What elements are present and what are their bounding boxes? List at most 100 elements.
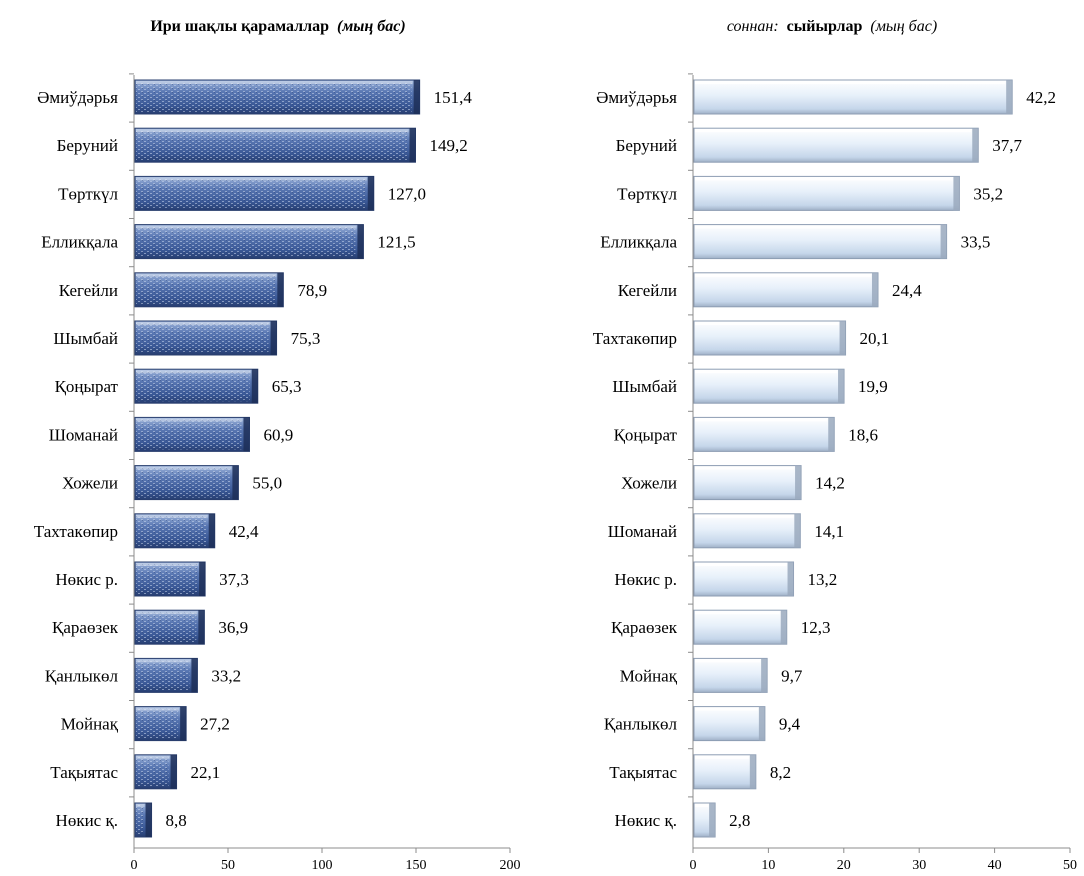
left-bar-texture (136, 805, 144, 835)
right-bar-bevel (795, 465, 802, 500)
left-bar-highlight (136, 466, 232, 470)
left-bar-texture (136, 756, 169, 787)
right-category-label: Қоңырат (614, 425, 678, 444)
left-value-label: 65,3 (272, 377, 302, 396)
left-bar-texture (136, 323, 269, 353)
left-category-label: Шымбай (53, 329, 118, 348)
right-value-label: 8,2 (770, 763, 791, 782)
left-bar-bevel (199, 562, 206, 596)
right-bar (693, 657, 768, 693)
right-bar-bevel (780, 610, 787, 645)
right-category-label: Шымбай (612, 377, 677, 396)
right-bar (693, 416, 835, 452)
left-bar-highlight (136, 129, 409, 133)
right-value-label: 18,6 (848, 425, 878, 444)
left-value-label: 8,8 (166, 811, 187, 830)
right-category-label: Әмиўдәрья (596, 88, 677, 107)
left-x-tick-label: 50 (221, 858, 235, 873)
left-bar-highlight (136, 514, 208, 518)
right-bar-highlight (695, 611, 780, 615)
left-bar-texture (136, 226, 356, 257)
left-bar-bevel (243, 417, 250, 452)
left-category-label: Нөкис қ. (56, 811, 118, 830)
right-bar-highlight (695, 659, 761, 663)
right-bar-bevel (787, 562, 794, 596)
right-value-label: 24,4 (892, 281, 922, 300)
right-category-label: Шоманай (608, 522, 677, 541)
right-chart: 0 10 20 30 40 50 Әмиўдәрья 42,2 Беруний 37,7 Төртк… (593, 73, 1077, 873)
left-bar-texture (136, 419, 242, 450)
right-bar (693, 79, 1013, 115)
left-bar-highlight (136, 81, 413, 84)
right-bar (693, 175, 960, 211)
right-category-label: Тахтакөпир (593, 329, 677, 348)
left-bar-highlight (136, 177, 367, 181)
right-category-label: Беруний (616, 136, 677, 155)
right-bar-highlight (695, 225, 940, 229)
right-bar-highlight (695, 755, 749, 759)
left-bar-highlight (136, 659, 191, 663)
left-bar-highlight (136, 563, 199, 566)
right-bar-bevel (749, 754, 756, 789)
left-category-label: Төрткүл (58, 184, 118, 203)
left-chart: 0 50 100 150 200 Әмиўдәрья 151,4 Беруний 149,2 Тө… (34, 73, 521, 873)
right-category-label: Нөкис р. (614, 570, 677, 589)
right-bar-bevel (794, 513, 801, 548)
left-category-label: Әмиўдәрья (37, 88, 118, 107)
left-value-label: 36,9 (218, 618, 248, 637)
right-category-label: Төрткүл (617, 184, 677, 203)
right-bar (693, 224, 948, 260)
left-value-label: 151,4 (434, 88, 473, 107)
right-category-label: Хожели (621, 474, 677, 493)
left-category-label: Тахтакөпир (34, 522, 118, 541)
right-bar (693, 465, 802, 501)
right-bar (693, 513, 801, 549)
right-value-label: 42,2 (1026, 88, 1056, 107)
left-category-label: Қоңырат (55, 377, 119, 396)
right-bar-bevel (758, 706, 765, 741)
left-category-label: Нөкис р. (55, 570, 118, 589)
left-bar-highlight (136, 611, 198, 615)
right-value-label: 9,4 (779, 715, 801, 734)
right-bar (693, 754, 757, 790)
right-title-prefix: соннан: (727, 18, 779, 35)
right-title-main: сыйырлар (787, 18, 863, 35)
left-category-label: Хожели (62, 474, 118, 493)
left-value-label: 22,1 (191, 763, 221, 782)
right-category-label: Тақыятас (609, 763, 677, 782)
right-category-label: Елликқала (600, 233, 677, 252)
right-bar (693, 320, 847, 356)
left-bar-highlight (136, 707, 180, 711)
right-bar-highlight (695, 804, 709, 807)
right-title-unit: (мың бас) (870, 18, 937, 35)
left-title-unit: (мың бас) (337, 18, 406, 35)
left-value-label: 149,2 (429, 136, 467, 155)
right-bar-highlight (695, 707, 758, 711)
right-category-label: Кегейли (618, 281, 677, 300)
right-value-label: 13,2 (808, 570, 838, 589)
left-bar-bevel (409, 128, 416, 163)
right-bar-highlight (695, 466, 795, 470)
right-bar (693, 127, 979, 163)
left-value-label: 42,4 (229, 522, 259, 541)
left-bar-highlight (136, 322, 270, 325)
left-bar-bevel (270, 321, 277, 355)
left-bar-texture (136, 660, 190, 691)
left-bar-bevel (232, 465, 239, 500)
left-bar-texture (136, 82, 412, 112)
left-bar-highlight (136, 225, 357, 229)
left-category-label: Кегейли (59, 281, 118, 300)
right-bar-highlight (695, 514, 794, 518)
left-title-main: Ири шақлы қарамаллар (150, 18, 329, 35)
left-bar-bevel (198, 610, 205, 645)
left-bar-texture (136, 178, 366, 209)
right-bar-bevel (953, 176, 960, 211)
left-bar-texture (136, 371, 250, 402)
right-x-tick-label: 10 (761, 858, 775, 873)
right-bar-bevel (828, 417, 835, 452)
left-bar-texture (136, 564, 198, 594)
right-category-label: Қанлыкөл (604, 715, 678, 734)
left-bar-texture (136, 515, 207, 546)
right-x-tick-label: 0 (690, 858, 697, 873)
